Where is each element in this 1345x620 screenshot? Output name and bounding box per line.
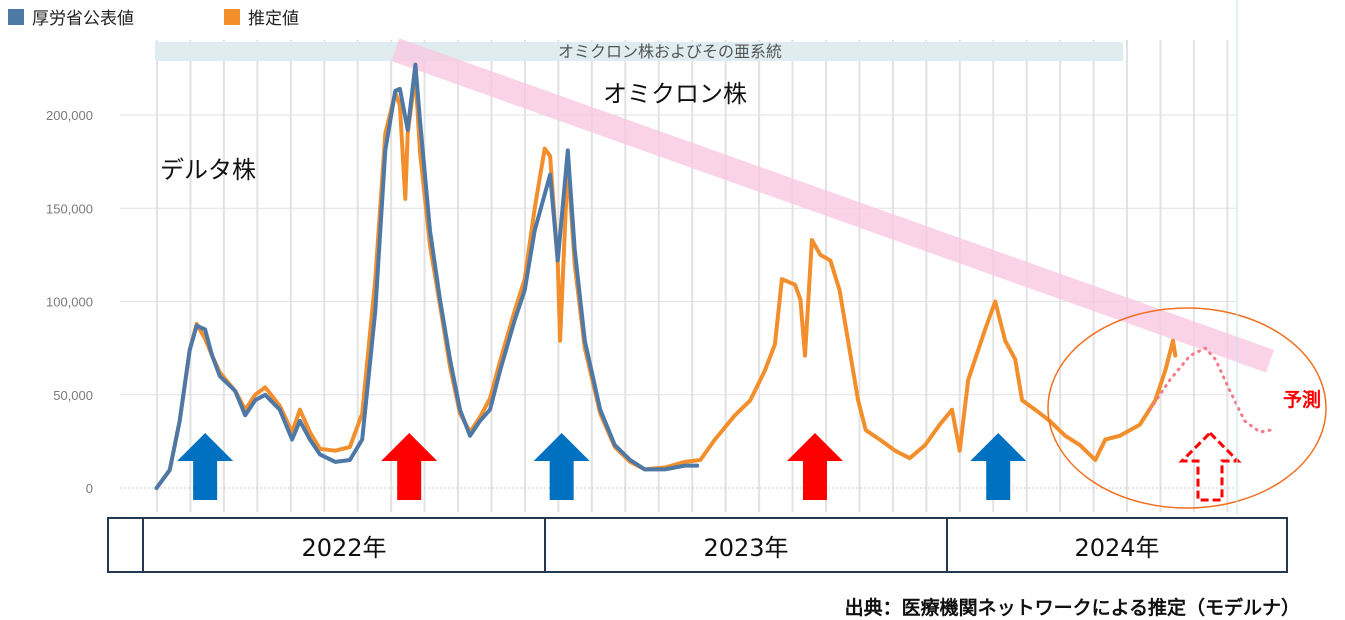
year-2023: 2023年 <box>544 519 946 571</box>
legend-swatch <box>8 8 24 25</box>
y-tick-label: 200,000 <box>46 108 93 123</box>
up-arrow-icon <box>381 433 438 500</box>
series-line-mhlw <box>154 62 700 490</box>
up-arrow-icon <box>177 433 234 500</box>
legend-label: 推定値 <box>248 9 299 29</box>
forecast-ellipse <box>1047 307 1327 509</box>
year-axis: 2022年 2023年 2024年 <box>107 517 1288 573</box>
up-arrow-icon <box>533 433 590 500</box>
year-2024: 2024年 <box>946 519 1286 571</box>
y-axis: 0 50,000 100,000 150,000 200,000 <box>46 108 93 496</box>
up-arrow-icon <box>970 433 1027 500</box>
forecast-label: 予測 <box>1283 389 1322 411</box>
y-tick-label: 150,000 <box>46 201 93 216</box>
up-arrow-icon <box>786 433 843 500</box>
source-note: 出典：医療機関ネットワークによる推定（モデルナ） <box>844 597 1300 619</box>
y-tick-label: 0 <box>86 481 93 496</box>
legend-item-estimate: 推定値 <box>224 4 299 29</box>
legend-swatch <box>224 8 240 25</box>
series-line-forecast <box>1148 346 1272 434</box>
year-2022: 2022年 <box>142 519 544 571</box>
y-tick-label: 50,000 <box>53 388 93 403</box>
trend-band-stroke <box>391 38 1275 373</box>
series-lines <box>154 62 1272 490</box>
legend-item-mhlw: 厚労省公表値 <box>8 4 134 29</box>
forecast-arrow-icon <box>1178 430 1242 502</box>
trend-band <box>391 38 1275 373</box>
arrows <box>177 430 1242 502</box>
gridlines <box>120 40 1236 512</box>
y-tick-label: 100,000 <box>46 295 93 310</box>
variant-banner-label: オミクロン株およびその亜系統 <box>558 42 782 61</box>
legend-label: 厚労省公表値 <box>32 9 134 29</box>
delta-label: デルタ株 <box>160 156 256 184</box>
omicron-label: オミクロン株 <box>603 80 747 108</box>
